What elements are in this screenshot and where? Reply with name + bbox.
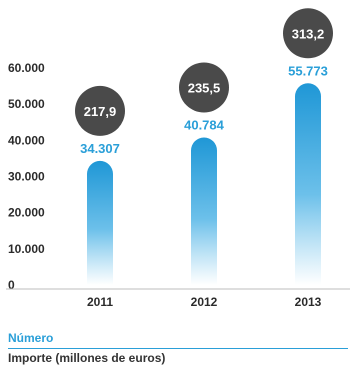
amount-bubble-2011 [75,85,125,136]
amount-label-2013: 313,2 [292,26,325,41]
bar-2013 [295,83,321,285]
x-tick-label-2011: 2011 [87,295,113,309]
y-axis: 0 10.000 20.000 30.000 40.000 50.000 60.000 [8,61,45,292]
y-tick-label-6: 60.000 [8,61,45,75]
x-axis: 2011 2012 2013 [87,295,322,309]
y-tick-label-2: 20.000 [8,206,45,220]
legend-numero: Número [8,331,348,349]
bars: 34.307 217,9 40.784 235,5 55.773 313,2 [75,8,333,285]
x-tick-label-2012: 2012 [191,295,218,309]
x-tick-label-2013: 2013 [295,295,322,309]
amount-label-2011: 217,9 [84,104,117,119]
y-tick-label-0: 0 [8,278,15,292]
amount-label-2012: 235,5 [188,80,221,95]
bar-2011 [87,160,114,285]
amount-bubble-2012 [179,62,229,113]
value-label-2011: 34.307 [80,141,120,156]
y-tick-label-4: 40.000 [8,133,45,147]
value-label-2013: 55.773 [288,63,328,78]
y-tick-label-1: 10.000 [8,242,45,256]
amount-bubble-2013 [283,8,333,59]
y-tick-label-3: 30.000 [8,170,45,184]
bar-2012 [191,137,217,285]
y-tick-label-5: 50.000 [8,97,45,111]
value-label-2012: 40.784 [184,117,225,132]
legend-importe: Importe (millones de euros) [8,351,166,365]
